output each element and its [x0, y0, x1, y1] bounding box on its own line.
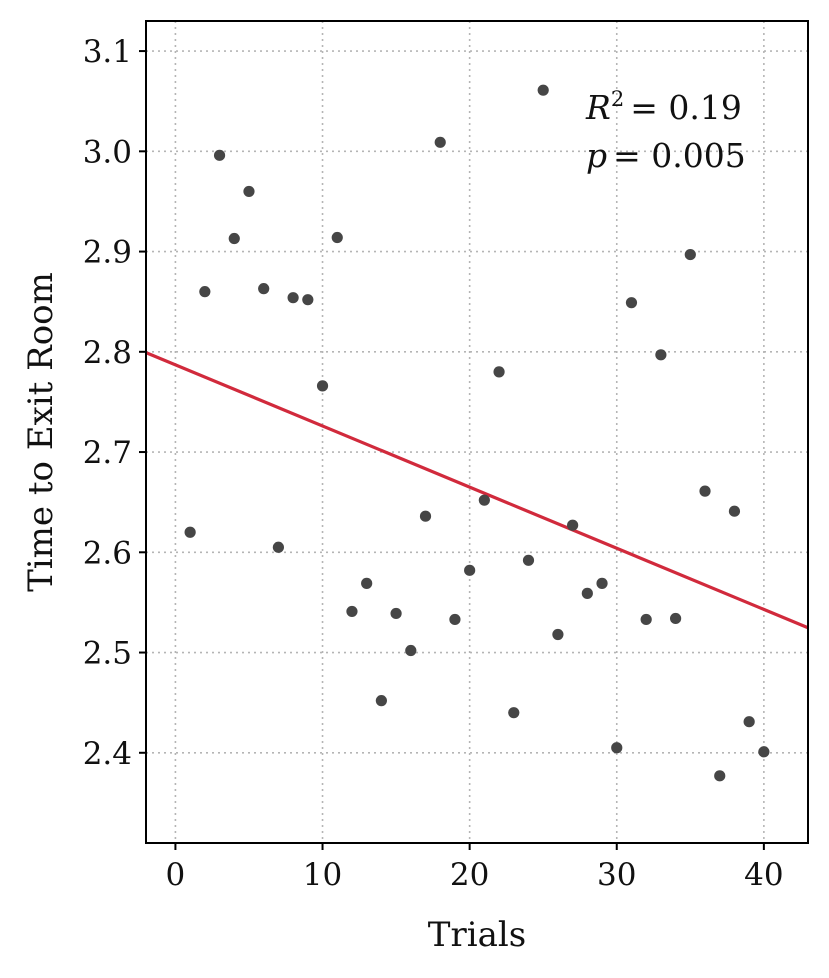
y-axis-title: Time to Exit Room	[21, 272, 61, 592]
x-tick-label: 20	[450, 857, 489, 893]
data-point	[331, 231, 343, 244]
r-squared-annotation: R2 = 0.19	[585, 87, 742, 127]
data-point	[625, 297, 638, 309]
data-point	[743, 716, 755, 728]
data-point	[684, 248, 696, 261]
data-point	[581, 587, 593, 599]
data-point	[699, 485, 711, 497]
data-point	[655, 349, 667, 361]
data-point	[405, 644, 417, 657]
plot-frame	[145, 20, 809, 844]
data-point	[596, 577, 608, 589]
r-squared-value: = 0.19	[630, 88, 742, 127]
data-point	[670, 612, 682, 625]
p-value: = 0.005	[613, 136, 746, 175]
data-point	[552, 628, 564, 641]
data-point	[272, 541, 284, 553]
data-point	[478, 494, 490, 506]
p-value-annotation: p = 0.005	[586, 136, 746, 175]
data-point	[390, 607, 402, 620]
y-tick-label: 3.0	[83, 134, 132, 170]
data-point	[258, 283, 270, 295]
data-point	[611, 742, 623, 754]
fit-layer	[145, 351, 809, 630]
grid	[146, 21, 808, 843]
data-point	[287, 292, 299, 304]
y-tick-label: 2.8	[83, 335, 132, 371]
data-point	[537, 84, 549, 96]
x-tick-label: 0	[166, 857, 186, 893]
data-point	[316, 380, 329, 392]
data-point	[714, 770, 726, 782]
y-tick-label: 2.6	[83, 535, 132, 571]
data-point	[302, 294, 314, 306]
data-point	[508, 707, 520, 719]
regression-line	[145, 351, 809, 630]
data-point	[728, 505, 741, 517]
data-point	[758, 746, 770, 758]
r-squared-symbol: R	[585, 88, 611, 127]
data-point	[228, 232, 240, 245]
data-point	[199, 286, 211, 298]
y-tick-label: 2.9	[83, 235, 132, 271]
data-points	[184, 84, 770, 782]
data-point	[213, 149, 226, 161]
x-tick-label: 40	[744, 857, 783, 893]
data-point	[375, 695, 387, 707]
y-tick-label: 2.7	[83, 435, 132, 471]
data-point	[522, 554, 535, 566]
x-tick-label: 10	[303, 857, 342, 893]
data-point	[346, 605, 358, 618]
data-point	[567, 519, 579, 531]
axis-ticks: 0 10 20 30 40 2.4 2.5 2.6 2.7 2.8 2.9 3.0 3.1	[83, 34, 784, 893]
y-tick-label: 2.5	[83, 636, 132, 672]
data-point	[361, 577, 373, 589]
data-point	[184, 526, 196, 538]
r-squared-exponent: 2	[611, 87, 624, 111]
y-tick-label: 2.4	[83, 736, 132, 772]
data-point	[434, 136, 446, 148]
data-point	[243, 185, 255, 198]
p-symbol: p	[586, 136, 607, 175]
x-tick-label: 30	[597, 857, 636, 893]
data-point	[640, 613, 652, 626]
data-point	[493, 366, 505, 378]
data-point	[449, 613, 461, 626]
data-point	[419, 510, 432, 522]
data-point	[464, 564, 476, 576]
x-axis-title: Trials	[428, 915, 526, 955]
y-tick-label: 3.1	[83, 34, 132, 70]
